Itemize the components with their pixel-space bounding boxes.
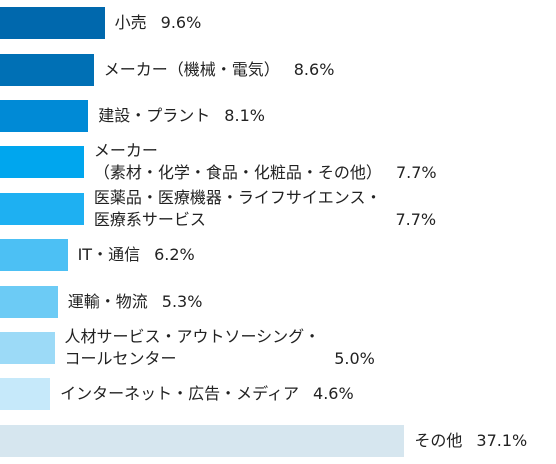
value-label: 5.3%	[161, 291, 203, 311]
bar-label: 建設・プラント 8.1%	[98, 105, 265, 127]
bar-row: 人材サービス・アウトソーシング・ コールセンター 5.0%	[0, 325, 375, 371]
category-label: インターネット・広告・メディア	[60, 384, 300, 404]
value-label: 9.6%	[160, 13, 202, 33]
category-label: その他	[414, 430, 463, 450]
category-label: 運輸・物流	[67, 291, 148, 311]
value-label: 7.7%	[395, 209, 437, 229]
bar	[0, 146, 84, 179]
bar	[0, 378, 51, 411]
category-label: 医薬品・医療機器・ライフサイエンス・ 医療系サービス	[93, 187, 382, 229]
bar-label: 運輸・物流 5.3%	[68, 291, 203, 313]
value-label: 6.2%	[154, 245, 195, 265]
bar-label: 医薬品・医療機器・ライフサイエンス・ 医療系サービス 7.7%	[94, 187, 436, 231]
value-label: 37.1%	[476, 430, 528, 450]
bar-row: メーカー （素材・化学・食品・化粧品・その他） 7.7%	[0, 139, 437, 185]
bar	[0, 331, 55, 364]
bar-label: インターネット・広告・メディア 4.6%	[60, 383, 354, 405]
bar	[0, 192, 84, 225]
bar-label: 人材サービス・アウトソーシング・ コールセンター 5.0%	[65, 326, 375, 370]
category-label: 人材サービス・アウトソーシング・ コールセンター	[64, 326, 321, 368]
value-label: 8.1%	[224, 105, 265, 125]
category-label: 建設・プラント	[98, 105, 211, 125]
bar-row: 医薬品・医療機器・ライフサイエンス・ 医療系サービス 7.7%	[0, 186, 436, 232]
bar	[0, 285, 58, 318]
bar	[0, 239, 68, 272]
bar	[0, 53, 94, 86]
category-label: IT・通信	[77, 245, 141, 265]
value-label: 7.7%	[395, 163, 437, 183]
value-label: 4.6%	[313, 384, 354, 404]
bar-label: その他 37.1%	[414, 430, 527, 452]
bar-row: 建設・プラント 8.1%	[0, 93, 265, 139]
bar-row: 小売 9.6%	[0, 0, 201, 46]
bar	[0, 7, 105, 40]
category-label: メーカー （素材・化学・食品・化粧品・その他）	[93, 141, 382, 183]
value-label: 5.0%	[334, 348, 375, 368]
bar-label: メーカー （素材・化学・食品・化粧品・その他） 7.7%	[94, 140, 437, 184]
bar-row: IT・通信 6.2%	[0, 232, 195, 278]
bar-row: 運輸・物流 5.3%	[0, 278, 202, 324]
value-label: 8.6%	[293, 59, 335, 79]
category-label: メーカー（機械・電気）	[103, 59, 280, 79]
bar	[0, 99, 89, 132]
bar-label: IT・通信 6.2%	[78, 244, 195, 266]
bar	[0, 424, 405, 457]
bar-row: インターネット・広告・メディア 4.6%	[0, 371, 354, 417]
bar-row: その他 37.1%	[0, 418, 527, 464]
bar-row: メーカー（機械・電気） 8.6%	[0, 46, 334, 92]
bar-label: メーカー（機械・電気） 8.6%	[104, 59, 335, 81]
bar-label: 小売 9.6%	[115, 12, 202, 34]
category-label: 小売	[114, 13, 147, 33]
